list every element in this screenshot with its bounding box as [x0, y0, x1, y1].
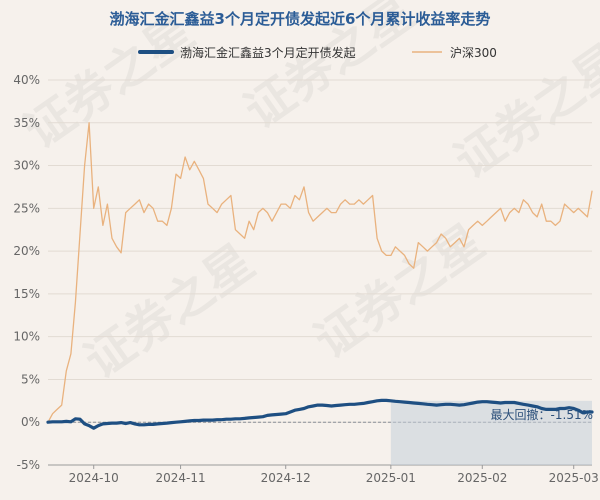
watermark-text: 证券之星: [305, 214, 494, 370]
series-line-fund: [46, 398, 594, 430]
legend-label-index: 沪深300: [450, 46, 497, 60]
y-tick-label: 0%: [21, 415, 40, 429]
legend: 渤海汇金汇鑫益3个月定开债发起 沪深300: [138, 45, 497, 60]
y-axis: -5% 0% 5% 10% 15% 20% 25% 30% 35% 40%: [13, 73, 40, 472]
legend-label-fund: 渤海汇金汇鑫益3个月定开债发起: [180, 45, 356, 60]
y-tick-label: 15%: [13, 287, 40, 301]
x-tick-label: 2025-03: [549, 471, 599, 485]
x-axis: 2024-10 2024-11 2024-12 2025-01 2025-02 2025-…: [69, 465, 599, 485]
y-tick-label: 35%: [13, 116, 40, 130]
watermark-text: 证券之星: [75, 234, 264, 390]
chart-title: 渤海汇金汇鑫益3个月定开债发起近6个月累计收益率走势: [110, 10, 491, 28]
x-tick-label: 2024-10: [69, 471, 119, 485]
drawdown-area: [390, 400, 592, 465]
x-tick-label: 2024-11: [156, 471, 206, 485]
drawdown-label: 最大回撤：-1.51%: [491, 407, 593, 422]
y-tick-label: 20%: [13, 244, 40, 258]
grid-lines: [48, 79, 592, 466]
drawdown-region: 最大回撤：-1.51%: [390, 400, 593, 465]
y-tick-label: -5%: [17, 458, 40, 472]
y-tick-label: 10%: [13, 330, 40, 344]
y-tick-label: 40%: [13, 73, 40, 87]
series-group: [46, 122, 594, 430]
series-line-index: [47, 122, 593, 423]
y-tick-label: 30%: [13, 159, 40, 173]
y-tick-label: 25%: [13, 201, 40, 215]
x-tick-label: 2024-12: [261, 471, 311, 485]
x-tick-label: 2025-02: [457, 471, 507, 485]
x-tick-label: 2025-01: [366, 471, 416, 485]
y-tick-label: 5%: [21, 372, 40, 386]
